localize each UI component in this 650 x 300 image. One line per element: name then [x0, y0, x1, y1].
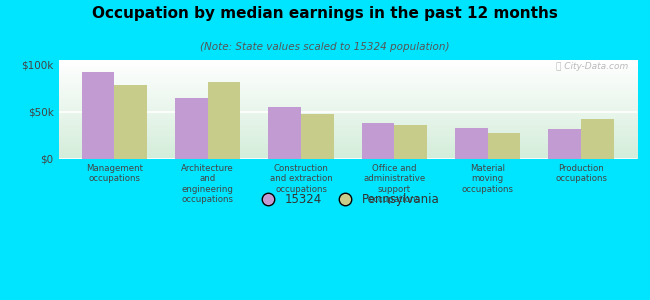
Bar [114, 85, 147, 159]
Text: (Note: State values scaled to 15324 population): (Note: State values scaled to 15324 popu… [200, 42, 450, 52]
Bar [82, 72, 114, 159]
Bar [549, 129, 581, 159]
Legend: 15324, Pennsylvania: 15324, Pennsylvania [252, 188, 444, 211]
Bar [301, 114, 333, 159]
Text: Occupation by median earnings in the past 12 months: Occupation by median earnings in the pas… [92, 6, 558, 21]
Bar [488, 133, 521, 159]
Bar [268, 107, 301, 159]
Bar [208, 82, 240, 159]
Bar [455, 128, 488, 159]
Bar [362, 123, 395, 159]
Bar [395, 125, 427, 159]
Text: ⓘ City-Data.com: ⓘ City-Data.com [556, 62, 629, 71]
Bar [175, 98, 208, 159]
Bar [581, 119, 614, 159]
